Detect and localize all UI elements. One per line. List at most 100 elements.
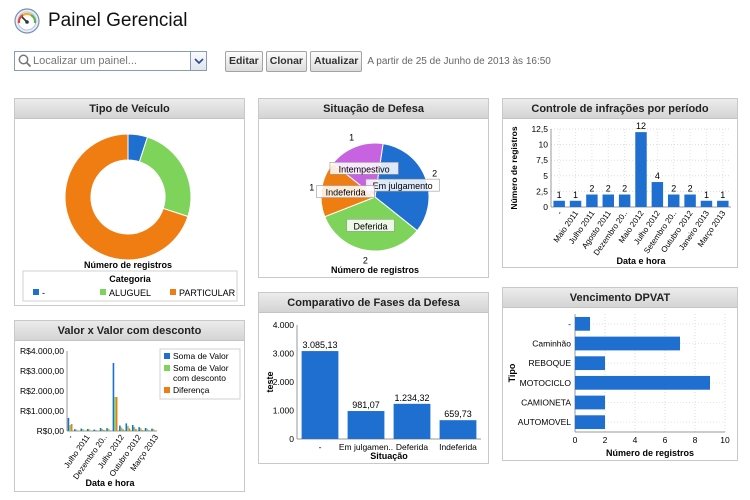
bar: [122, 429, 124, 431]
bar: [586, 194, 598, 207]
bar-value-label: 2: [589, 184, 594, 194]
pie-slice-label: Deferida: [354, 221, 388, 231]
pie-label-box: [346, 219, 395, 232]
bar: [120, 427, 123, 431]
legend-label: -: [42, 288, 45, 298]
bar: [67, 418, 70, 431]
bar: [138, 427, 140, 431]
dashboard-search-combobox[interactable]: [14, 51, 207, 71]
bar: [569, 200, 582, 207]
pie-value-label: 2: [363, 255, 368, 265]
dashboard-gauge-icon: [14, 8, 40, 34]
x-axis-label: Data e hora: [616, 256, 666, 266]
bar-value-label: 2: [606, 184, 611, 194]
donut-slice: [64, 133, 189, 261]
bar: [146, 428, 148, 431]
x-axis-label: Número de registros: [331, 265, 419, 275]
bar: [103, 430, 105, 431]
bar: [651, 182, 664, 207]
x-tick-label: Em julgamen..: [339, 442, 393, 452]
bar: [668, 194, 680, 207]
legend-label: Soma de Valor: [173, 351, 229, 361]
y-tick-label: R$3.000,00: [20, 366, 64, 376]
bar: [75, 429, 78, 431]
bar-value-label: 12: [636, 121, 646, 131]
pie-label-box: [316, 185, 375, 198]
bar: [439, 420, 477, 439]
y-tick-label: 10: [539, 140, 549, 150]
panel-title: Comparativo de Fases da Defesa: [259, 293, 488, 313]
bar-value-label: 4: [655, 171, 660, 181]
x-tick-label: 2: [603, 435, 608, 445]
bar: [347, 411, 385, 439]
y-tick-label: CAMIONETA: [521, 398, 571, 408]
refresh-button[interactable]: Atualizar: [310, 50, 363, 72]
bar: [139, 428, 142, 431]
bar: [575, 336, 680, 351]
y-tick-label: Caminhão: [532, 339, 571, 349]
edit-button[interactable]: Editar: [225, 50, 263, 72]
legend-swatch: [100, 289, 106, 295]
bar-value-label: 981,07: [352, 400, 380, 410]
legend-label: Soma de Valor: [173, 363, 229, 373]
bar-value-label: 1: [573, 190, 578, 200]
x-tick-label: -: [555, 209, 564, 217]
panel-title: Vencimento DPVAT: [503, 288, 737, 308]
x-tick-label: Indeferida: [439, 442, 477, 452]
y-axis-label: Tipo: [507, 363, 517, 382]
legend-title: Categoria: [109, 274, 152, 284]
bar: [125, 423, 128, 431]
panel-comparativo-fases: Comparativo de Fases da Defesa 0 1.000 2.0…: [258, 292, 489, 464]
x-tick-label: -: [319, 442, 322, 452]
bar: [393, 403, 431, 439]
panel-controle-infracoes: Controle de infrações por período 0 2,5 5 7…: [502, 98, 738, 268]
chart-tipo-veiculo[interactable]: Número de registros Categoria - ALUGUEL PART…: [15, 119, 244, 305]
panel-vencimento-dpvat: Vencimento DPVAT 0 2 4 6 8 10 - Caminhão REBOQUE…: [502, 287, 738, 461]
x-axis-label: Número de registros: [84, 260, 172, 270]
bar-value-label: 3.085,13: [302, 340, 337, 350]
bar: [88, 429, 91, 431]
bar: [83, 430, 86, 431]
panel-valor-desconto: Valor x Valor com desconto R$0,00 R$1.000…: [14, 320, 245, 492]
bar-value-label: 1.234,32: [394, 393, 429, 403]
legend-swatch: [170, 289, 176, 295]
page-header: Painel Gerencial: [14, 6, 187, 36]
chevron-down-icon: [193, 58, 204, 65]
bar: [119, 425, 121, 431]
bar: [635, 132, 647, 207]
bar: [618, 194, 631, 207]
chart-valor-desconto[interactable]: R$0,00 R$1.000,00 R$2.000,00 R$3.000,00 R$4.…: [15, 341, 244, 491]
search-dropdown-button[interactable]: [190, 52, 206, 70]
legend-label: ALUGUEL: [109, 288, 151, 298]
toolbar: Editar Clonar Atualizar A partir de 25 d…: [14, 50, 551, 72]
as-of-timestamp: A partir de 25 de Junho de 2013 às 16:50: [367, 55, 551, 67]
legend-label: com desconto: [173, 373, 226, 383]
y-tick-label: R$1.000,00: [20, 406, 64, 416]
bar: [154, 430, 157, 431]
chart-vencimento-dpvat[interactable]: 0 2 4 6 8 10 - Caminhão REBOQUE MOTOCICLO CAMIONET…: [503, 308, 737, 460]
legend-swatch: [33, 289, 39, 295]
donut-slice: [138, 136, 192, 218]
pie-value-label: 1: [309, 182, 314, 192]
bar: [112, 363, 115, 431]
legend-box: [159, 348, 241, 400]
chart-comparativo-fases[interactable]: 0 1.000 2.000 3.000 4.000 3.085,13 - 981,07 Em j…: [259, 313, 488, 463]
bar: [127, 426, 129, 431]
bar: [151, 428, 153, 431]
chart-situacao-defesa[interactable]: Em julgamento 2 Deferida 2 Indeferida 1 Intemp…: [259, 119, 488, 277]
y-tick-label: R$2.000,00: [20, 386, 64, 396]
clone-button[interactable]: Clonar: [265, 50, 308, 72]
y-axis-label: Número de registros: [509, 126, 519, 209]
panel-title: Situação de Defesa: [259, 99, 488, 119]
bar: [133, 427, 136, 431]
bar: [101, 429, 103, 431]
y-tick-label: 0: [543, 202, 548, 212]
y-tick-label: 1.000: [273, 406, 295, 416]
pie-value-label: 1: [349, 132, 354, 142]
y-tick-label: 4.000: [273, 320, 295, 330]
legend-label: PARTICULAR: [179, 288, 236, 298]
x-tick-label: 6: [663, 435, 668, 445]
search-input[interactable]: [33, 55, 193, 67]
panel-tipo-veiculo: Tipo de Veículo Número de registros Categ…: [14, 98, 245, 306]
